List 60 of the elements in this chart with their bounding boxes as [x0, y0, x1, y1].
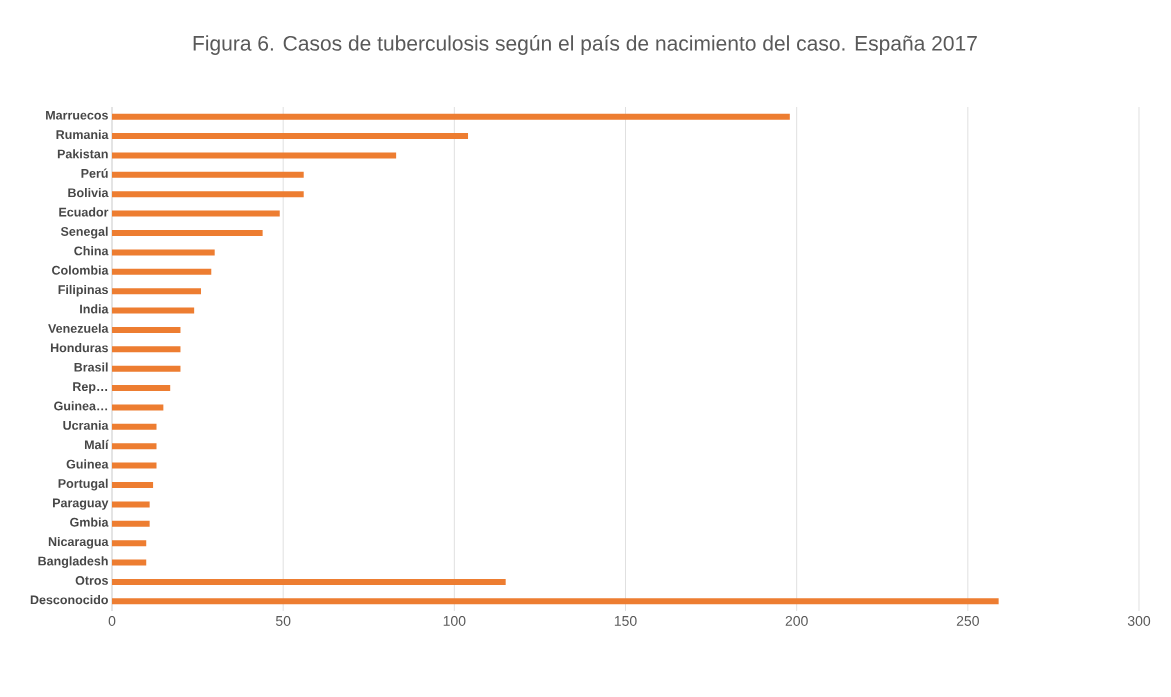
y-tick-label: Rumania [56, 129, 109, 139]
bar [112, 385, 171, 392]
x-tick-label: 100 [443, 615, 466, 626]
bar [112, 346, 181, 353]
bar [112, 230, 263, 236]
y-tick-label: Venezuela [48, 323, 109, 333]
y-tick-label: Guinea… [54, 401, 108, 411]
bar [112, 578, 506, 585]
bar [112, 559, 147, 566]
y-tick-label: Senegal [60, 226, 108, 239]
y-tick-label: Otros [75, 576, 108, 585]
x-tick-label: 250 [956, 615, 979, 626]
x-tick-label: 300 [1127, 615, 1151, 626]
bar [112, 191, 304, 198]
bar [112, 598, 999, 605]
bar [112, 113, 790, 120]
y-tick-label: Colombia [52, 265, 109, 275]
y-tick-label: Rep… [73, 382, 108, 394]
y-tick-label: Ecuador [59, 207, 109, 217]
y-tick-label: Bolivia [68, 187, 109, 198]
y-tick-label: Paraguay [53, 498, 109, 510]
y-tick-label: Pakistan [57, 149, 108, 159]
bar [112, 268, 212, 275]
bar [112, 443, 157, 450]
y-tick-label: Desconocido [30, 595, 108, 605]
bar [112, 540, 147, 547]
y-tick-label: Marruecos [46, 110, 108, 120]
x-tick-label: 50 [275, 615, 291, 626]
y-tick-label: Honduras [50, 343, 108, 353]
y-tick-label: Brasil [74, 362, 108, 372]
y-tick-label: Nicaragua [48, 536, 109, 549]
y-tick-label: Filipinas [58, 284, 108, 297]
bar [112, 152, 397, 159]
bar [112, 288, 202, 295]
chart-title: Figura 6. Casos de tuberculosis según el país de nacimiento del caso. España 2017 [193, 35, 977, 55]
bar [112, 520, 150, 527]
bar [112, 210, 280, 217]
y-tick-label: Perú [81, 168, 108, 178]
bar [112, 482, 154, 488]
x-tick-label: 0 [108, 615, 116, 626]
y-tick-label: Malí [84, 439, 109, 450]
bar [112, 307, 195, 314]
bar [112, 462, 157, 469]
bar [112, 171, 304, 178]
y-tick-label: Gmbia [70, 517, 109, 527]
x-tick-label: 200 [785, 615, 808, 626]
y-tick-label: Portugal [58, 478, 108, 491]
y-tick-label: Ucrania [63, 420, 109, 430]
y-tick-label: Bangladesh [38, 556, 108, 568]
bar [112, 404, 164, 411]
bar [112, 501, 150, 508]
bar [112, 423, 157, 430]
bar [112, 133, 469, 140]
y-tick-label: Guinea [66, 459, 109, 469]
y-tick-label: China [74, 246, 109, 256]
bar [112, 365, 181, 372]
bar [112, 249, 215, 256]
x-tick-label: 150 [614, 615, 637, 626]
y-tick-label: India [80, 304, 109, 314]
bar [112, 326, 181, 333]
